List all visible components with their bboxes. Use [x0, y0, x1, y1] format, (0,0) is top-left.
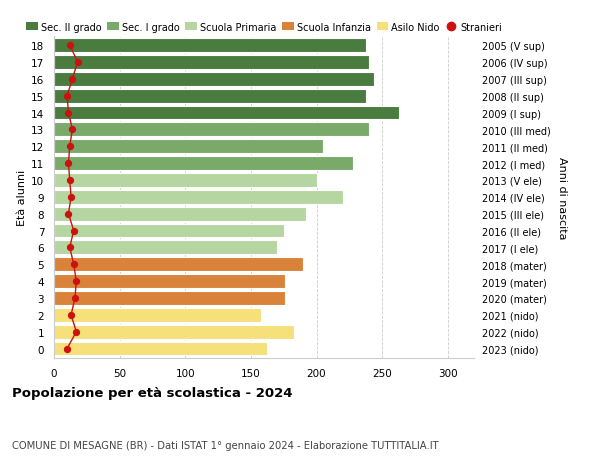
Point: [65, 177, 74, 184]
Point: [64, 110, 73, 117]
Bar: [54, 325, 294, 339]
Bar: [54, 157, 353, 171]
Point: [71, 278, 81, 285]
Y-axis label: Anni di nascita: Anni di nascita: [557, 156, 567, 239]
Point: [73, 59, 82, 67]
Bar: [54, 342, 266, 356]
Bar: [54, 258, 304, 272]
Text: COMUNE DI MESAGNE (BR) - Dati ISTAT 1° gennaio 2024 - Elaborazione TUTTITALIA.IT: COMUNE DI MESAGNE (BR) - Dati ISTAT 1° g…: [12, 440, 439, 450]
Point: [69, 261, 79, 269]
Bar: [54, 106, 399, 120]
Point: [65, 143, 74, 151]
Bar: [54, 56, 369, 70]
Point: [66, 312, 76, 319]
Point: [69, 227, 79, 235]
Point: [64, 160, 73, 168]
Bar: [54, 274, 285, 288]
Bar: [54, 207, 306, 221]
Point: [64, 211, 73, 218]
Bar: [54, 73, 374, 86]
Bar: [54, 90, 367, 103]
Bar: [54, 174, 317, 187]
Bar: [54, 39, 367, 53]
Bar: [54, 140, 323, 154]
Point: [70, 295, 80, 302]
Legend: Sec. II grado, Sec. I grado, Scuola Primaria, Scuola Infanzia, Asilo Nido, Stran: Sec. II grado, Sec. I grado, Scuola Prim…: [22, 19, 506, 36]
Bar: [54, 308, 262, 322]
Point: [66, 194, 76, 201]
Y-axis label: Età alunni: Età alunni: [17, 169, 27, 225]
Point: [68, 126, 77, 134]
Point: [62, 93, 72, 100]
Point: [65, 244, 74, 252]
Bar: [54, 291, 285, 305]
Bar: [54, 224, 284, 238]
Bar: [54, 190, 343, 204]
Bar: [54, 123, 369, 137]
Bar: [54, 241, 277, 255]
Text: Popolazione per età scolastica - 2024: Popolazione per età scolastica - 2024: [12, 386, 293, 399]
Point: [65, 42, 74, 50]
Point: [68, 76, 77, 83]
Point: [71, 328, 81, 336]
Point: [62, 345, 72, 353]
